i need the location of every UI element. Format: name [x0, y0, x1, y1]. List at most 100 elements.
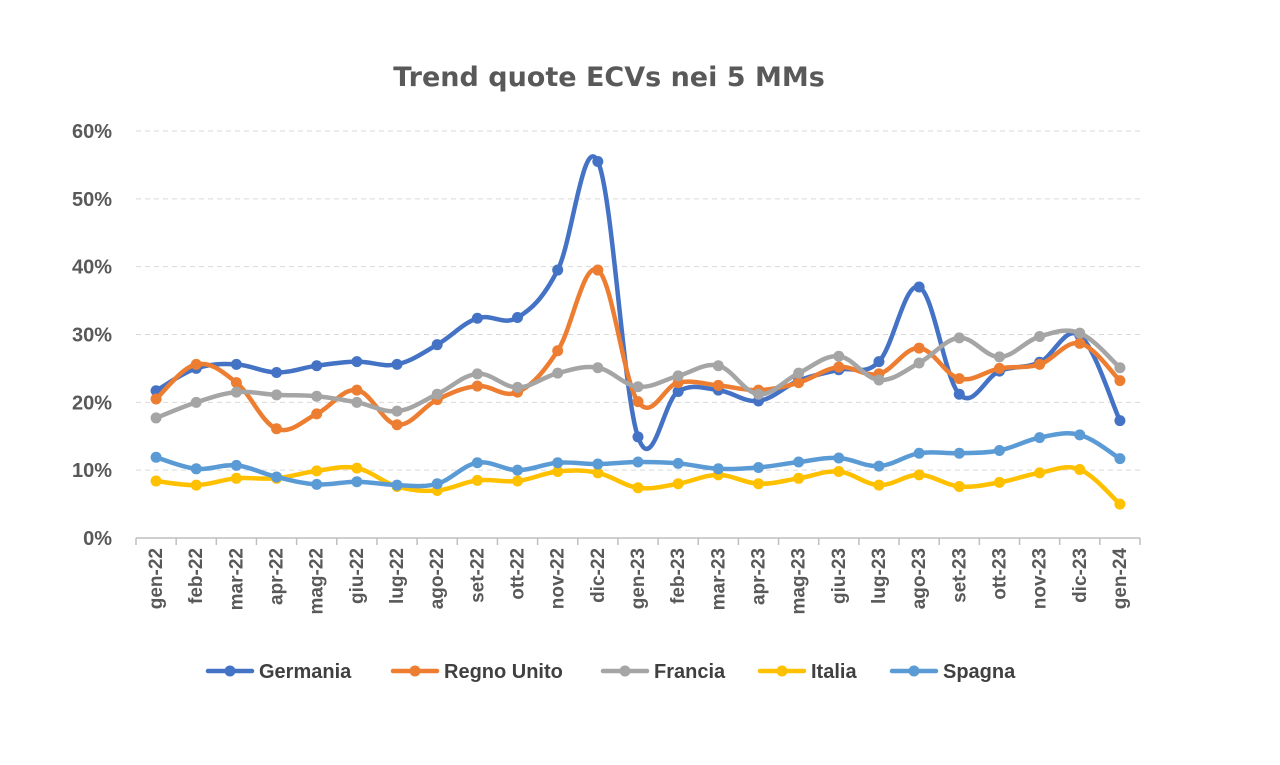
data-point-germania — [431, 339, 443, 351]
legend: Germania Regno Unito Francia Italia Spagna — [205, 661, 1016, 683]
data-point-italia — [552, 466, 564, 478]
data-point-francia — [833, 350, 845, 362]
data-point-spagna — [752, 461, 764, 473]
data-point-francia — [271, 389, 283, 401]
data-point-italia — [351, 462, 363, 474]
data-point-regno-unito — [793, 377, 805, 389]
x-tick-label: giu-22 — [347, 548, 368, 604]
data-point-italia — [632, 482, 644, 494]
data-point-italia — [953, 480, 965, 492]
legend-label-francia: Francia — [654, 661, 726, 683]
data-point-regno-unito — [1114, 375, 1126, 387]
data-point-francia — [1114, 362, 1126, 374]
data-point-spagna — [1034, 432, 1046, 444]
x-tick-label: mar-22 — [226, 548, 247, 610]
series-spagna — [150, 429, 1126, 491]
data-point-regno-unito — [953, 373, 965, 385]
data-point-germania — [873, 356, 885, 368]
x-tick-label: set-23 — [949, 548, 970, 603]
x-tick-label: ago-23 — [909, 548, 930, 609]
series-lines — [150, 154, 1126, 510]
legend-marker-regno-unito — [409, 665, 421, 677]
x-tick-label: gen-22 — [146, 548, 167, 609]
data-point-germania — [552, 264, 564, 276]
data-point-francia — [512, 381, 524, 393]
data-point-italia — [833, 466, 845, 478]
data-point-spagna — [471, 457, 483, 469]
x-tick-label: lug-22 — [387, 548, 408, 604]
data-point-francia — [230, 386, 242, 398]
data-point-regno-unito — [190, 358, 202, 370]
data-point-italia — [1074, 463, 1086, 475]
data-point-italia — [311, 465, 323, 477]
legend-label-spagna: Spagna — [943, 661, 1016, 683]
data-point-francia — [913, 357, 925, 369]
data-point-germania — [672, 385, 684, 397]
data-point-germania — [391, 358, 403, 370]
legend-item-spagna: Spagna — [889, 661, 1016, 683]
x-tick-label: nov-23 — [1030, 548, 1051, 609]
data-point-regno-unito — [833, 361, 845, 373]
data-point-regno-unito — [1034, 358, 1046, 370]
data-point-germania — [230, 358, 242, 370]
data-point-regno-unito — [1074, 337, 1086, 349]
data-point-francia — [592, 362, 604, 374]
data-point-germania — [632, 431, 644, 443]
x-tick-label: ago-22 — [427, 548, 448, 609]
axes: 0% 10% 20% 30% 40% 50% 60% gen-22 feb-22 mar-22 ap… — [72, 121, 1141, 615]
data-point-regno-unito — [230, 377, 242, 389]
data-point-spagna — [351, 476, 363, 488]
legend-item-italia: Italia — [757, 661, 857, 683]
data-point-italia — [672, 478, 684, 490]
chart-title: Trend quote ECVs nei 5 MMs — [393, 62, 825, 93]
data-point-italia — [592, 467, 604, 479]
data-point-francia — [391, 405, 403, 417]
data-point-francia — [431, 388, 443, 400]
data-point-regno-unito — [592, 264, 604, 276]
legend-marker-germania — [224, 665, 236, 677]
x-tick-label: dic-23 — [1070, 548, 1091, 603]
data-point-italia — [793, 472, 805, 484]
y-tick-label: 20% — [72, 392, 112, 414]
legend-label-regno-unito: Regno Unito — [444, 661, 563, 683]
data-point-spagna — [833, 452, 845, 464]
y-tick-label: 40% — [72, 257, 112, 279]
data-point-francia — [672, 370, 684, 382]
x-tick-label: dic-22 — [588, 548, 609, 603]
data-point-regno-unito — [351, 384, 363, 396]
data-point-germania — [953, 388, 965, 400]
data-point-germania — [271, 366, 283, 378]
data-point-spagna — [873, 460, 885, 472]
data-point-germania — [592, 156, 604, 168]
data-point-francia — [953, 332, 965, 344]
data-point-regno-unito — [271, 423, 283, 435]
data-point-spagna — [793, 456, 805, 468]
data-point-spagna — [391, 479, 403, 491]
legend-label-italia: Italia — [811, 661, 857, 683]
data-point-italia — [190, 479, 202, 491]
data-point-spagna — [431, 478, 443, 490]
legend-marker-italia — [776, 665, 788, 677]
data-point-francia — [712, 360, 724, 372]
data-point-italia — [913, 469, 925, 481]
data-point-spagna — [632, 456, 644, 468]
data-point-francia — [471, 368, 483, 380]
data-point-spagna — [913, 447, 925, 459]
x-tick-label: apr-23 — [748, 548, 769, 605]
data-point-italia — [150, 475, 162, 487]
data-point-francia — [311, 390, 323, 402]
data-point-italia — [230, 472, 242, 484]
legend-marker-francia — [619, 665, 631, 677]
data-point-francia — [1074, 327, 1086, 339]
data-point-italia — [512, 475, 524, 487]
data-point-spagna — [190, 463, 202, 475]
data-point-italia — [471, 474, 483, 486]
data-point-germania — [311, 360, 323, 372]
data-point-regno-unito — [913, 342, 925, 354]
data-point-francia — [632, 381, 644, 393]
data-point-germania — [512, 312, 524, 324]
series-francia — [150, 327, 1126, 424]
data-point-spagna — [150, 451, 162, 463]
data-point-germania — [913, 281, 925, 293]
